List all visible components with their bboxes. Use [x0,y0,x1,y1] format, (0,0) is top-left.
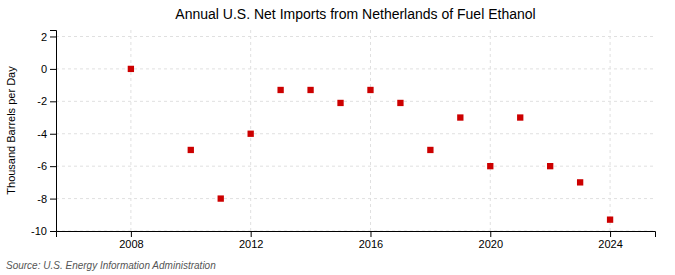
tick-mark [50,166,56,167]
tick: -8 [37,193,56,205]
tick: 2020 [479,231,503,250]
tick: 2016 [359,231,383,250]
tick-mark [50,134,56,135]
point [547,163,553,169]
tick-mark [251,231,252,237]
tick-label: -2 [37,95,47,107]
point [517,114,523,120]
grid-line-x [370,30,371,231]
tick-mark [50,199,56,200]
tick-label: 2024 [598,238,622,250]
grid-line-x [610,30,611,231]
tick-label: -8 [37,193,47,205]
grid-line-x [130,30,131,231]
grid-line-y [56,133,655,134]
tick-mark [610,231,611,237]
tick-mark [370,231,371,237]
grid-line-y [56,198,655,199]
tick-mark [50,69,56,70]
tick: -6 [37,160,56,172]
points [128,66,614,223]
grid-line-x [490,30,491,231]
tick: 2012 [239,231,263,250]
point [218,195,224,201]
tick-label: -4 [37,128,47,140]
tick-mark [131,231,132,237]
point [277,87,283,93]
point [487,163,493,169]
grid-line-y [56,36,655,37]
point [577,179,583,185]
tick: -10 [31,225,56,237]
tick-mark [50,101,56,102]
tick-label: 2008 [119,238,143,250]
point [248,131,254,137]
point [427,147,433,153]
tick: 0 [41,63,56,75]
point [367,87,373,93]
tick-label: 0 [41,63,47,75]
tick: -2 [37,95,56,107]
axis-line [57,232,656,238]
tick: 2 [41,31,56,43]
tick-label: -10 [31,225,47,237]
point [397,100,403,106]
grid-line-x [250,30,251,231]
tick: 2008 [119,231,143,250]
annotation: Source: U.S. Energy Information Administ… [6,260,216,271]
tick: -4 [37,128,56,140]
tick-label: 2016 [359,238,383,250]
chart: 2008 2012 2016 2020 2024 -10 -8 -6 -4 -2 0 2 Annual … [0,0,675,275]
tick-mark [490,231,491,237]
tick: 2024 [598,231,622,250]
tick-label: 2012 [239,238,263,250]
tick-mark [50,36,56,37]
grid-line-y [56,101,655,102]
axis-line [50,31,57,232]
grid [56,30,655,231]
grid-line-y [56,68,655,69]
x-axis: 2008 2012 2016 2020 2024 [57,231,656,250]
title: Annual U.S. Net Imports from Netherlands… [175,6,535,22]
tick-label: 2020 [479,238,503,250]
tick-label: 2 [41,31,47,43]
tick-label: -6 [37,160,47,172]
point [457,114,463,120]
tick-mark [50,231,56,232]
y-axis: -10 -8 -6 -4 -2 0 2 [31,31,56,238]
point [607,216,613,222]
point [337,100,343,106]
point [307,87,313,93]
grid-line-y [56,166,655,167]
point [128,66,134,72]
y-axis-title: Thousand Barrels per Day [5,66,17,195]
point [188,147,194,153]
